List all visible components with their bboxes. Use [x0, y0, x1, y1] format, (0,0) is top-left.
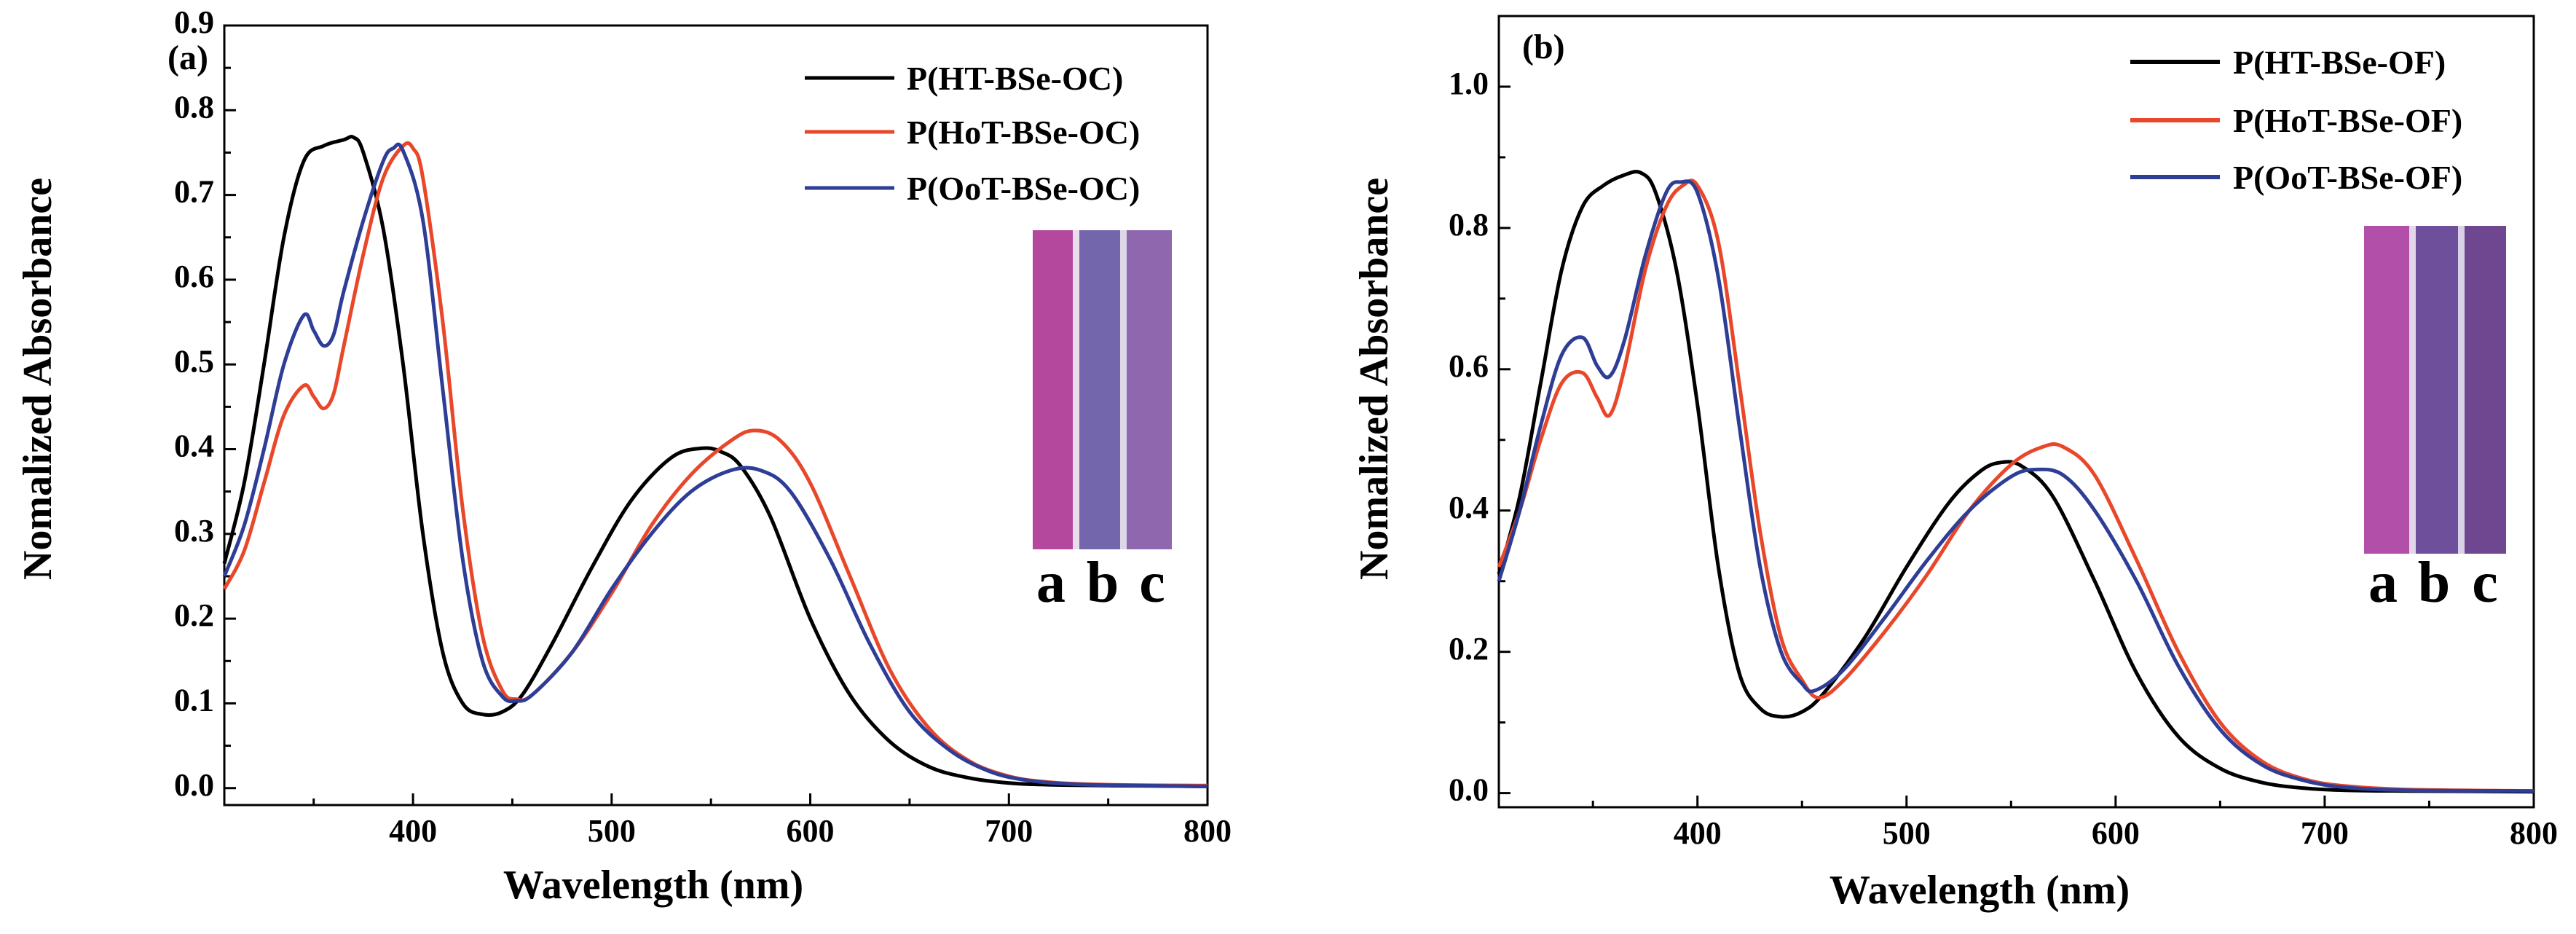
plot-frame-b — [1497, 15, 2535, 809]
legend-a: P(HT-BSe-OC) P(HoT-BSe-OC) P(OoT-BSe-OC) — [805, 60, 1140, 207]
y-tick-label-b-1: 0.2 — [1449, 631, 1489, 667]
inset-letter-a-1: b — [1087, 551, 1119, 615]
x-tick-label-a-2: 600 — [787, 813, 835, 849]
y-tick-label-a-8: 0.8 — [174, 89, 214, 125]
y-tick-label-b-3: 0.6 — [1449, 348, 1489, 384]
x-tick-label-b-2: 600 — [2092, 815, 2140, 851]
chart-panel-b: 0.0 0.2 0.4 0.6 0.8 1.0 400 500 600 700 … — [1352, 15, 2558, 913]
y-tick-label-a-3: 0.3 — [174, 513, 214, 549]
strip-divider — [2458, 226, 2465, 554]
y-tick-label-a-9: 0.9 — [174, 4, 214, 40]
inset-letter-b-0: a — [2368, 551, 2398, 615]
inset-letter-a-0: a — [1036, 551, 1066, 615]
x-tick-label-a-0: 400 — [389, 813, 437, 849]
y-tick-label-a-1: 0.1 — [174, 683, 214, 718]
y-tick-label-a-5: 0.5 — [174, 343, 214, 379]
y-tick-label-b-4: 0.8 — [1449, 207, 1489, 243]
x-axis-title-a: Wavelength (nm) — [503, 863, 803, 908]
photo-inset-b: a b c — [2364, 226, 2506, 615]
chart-panel-a: 0.0 0.1 0.2 0.3 0.4 0.5 0.6 0.7 0.8 0.9 … — [15, 4, 1232, 908]
plot-frame-a — [223, 24, 1209, 807]
sample-strip-b-b — [2416, 226, 2458, 554]
y-tick-label-a-4: 0.4 — [174, 428, 214, 464]
legend-label-a-0: P(HT-BSe-OC) — [907, 60, 1123, 97]
sample-strip-b-c — [2465, 226, 2506, 554]
inset-letter-a-2: c — [1139, 551, 1165, 615]
panel-label-a: (a) — [168, 39, 208, 77]
y-axis-title-a: Nomalized Absorbance — [15, 178, 60, 580]
series-line-a-1 — [222, 141, 1208, 788]
sample-strip-a-c — [1127, 230, 1172, 549]
y-tick-label-a-2: 0.2 — [174, 597, 214, 633]
inset-letter-b-2: c — [2472, 551, 2498, 615]
series-line-a-2 — [222, 142, 1208, 788]
x-tick-label-b-4: 800 — [2510, 815, 2558, 851]
x-tick-label-a-3: 700 — [985, 813, 1033, 849]
legend-label-b-2: P(OoT-BSe-OF) — [2233, 159, 2462, 196]
series-line-b-0 — [1497, 170, 2534, 794]
sample-strip-a-b — [1079, 230, 1120, 549]
y-tick-label-a-0: 0.0 — [174, 767, 214, 803]
photo-inset-a: a b c — [1033, 230, 1172, 615]
series-line-b-2 — [1497, 179, 2534, 793]
y-axis-title-b: Nomalized Absorbance — [1352, 178, 1397, 580]
x-tick-label-a-4: 800 — [1183, 813, 1232, 849]
y-tick-label-b-5: 1.0 — [1449, 66, 1489, 101]
y-tick-label-b-0: 0.0 — [1449, 772, 1489, 808]
legend-label-b-0: P(HT-BSe-OF) — [2233, 44, 2446, 81]
y-tick-label-b-2: 0.4 — [1449, 490, 1489, 525]
panel-label-b: (b) — [1522, 28, 1565, 66]
legend-label-a-2: P(OoT-BSe-OC) — [907, 170, 1140, 207]
x-tick-label-b-3: 700 — [2301, 815, 2349, 851]
x-tick-label-b-1: 500 — [1883, 815, 1931, 851]
strip-divider — [1073, 230, 1079, 549]
series-line-b-1 — [1497, 178, 2534, 793]
legend-b: P(HT-BSe-OF) P(HoT-BSe-OF) P(OoT-BSe-OF) — [2130, 44, 2462, 196]
series-line-a-0 — [222, 135, 1208, 788]
legend-label-b-1: P(HoT-BSe-OF) — [2233, 102, 2462, 139]
inset-letter-b-1: b — [2418, 551, 2451, 615]
x-axis-title-b: Wavelength (nm) — [1829, 868, 2130, 913]
x-tick-label-b-0: 400 — [1674, 815, 1722, 851]
y-tick-label-a-7: 0.7 — [174, 174, 214, 210]
sample-strip-a-a — [1033, 230, 1073, 549]
y-tick-label-a-6: 0.6 — [174, 259, 214, 294]
sample-strip-b-a — [2364, 226, 2409, 554]
x-tick-label-a-1: 500 — [588, 813, 636, 849]
strip-divider — [2409, 226, 2416, 554]
legend-label-a-1: P(HoT-BSe-OC) — [907, 114, 1140, 151]
strip-divider — [1120, 230, 1127, 549]
